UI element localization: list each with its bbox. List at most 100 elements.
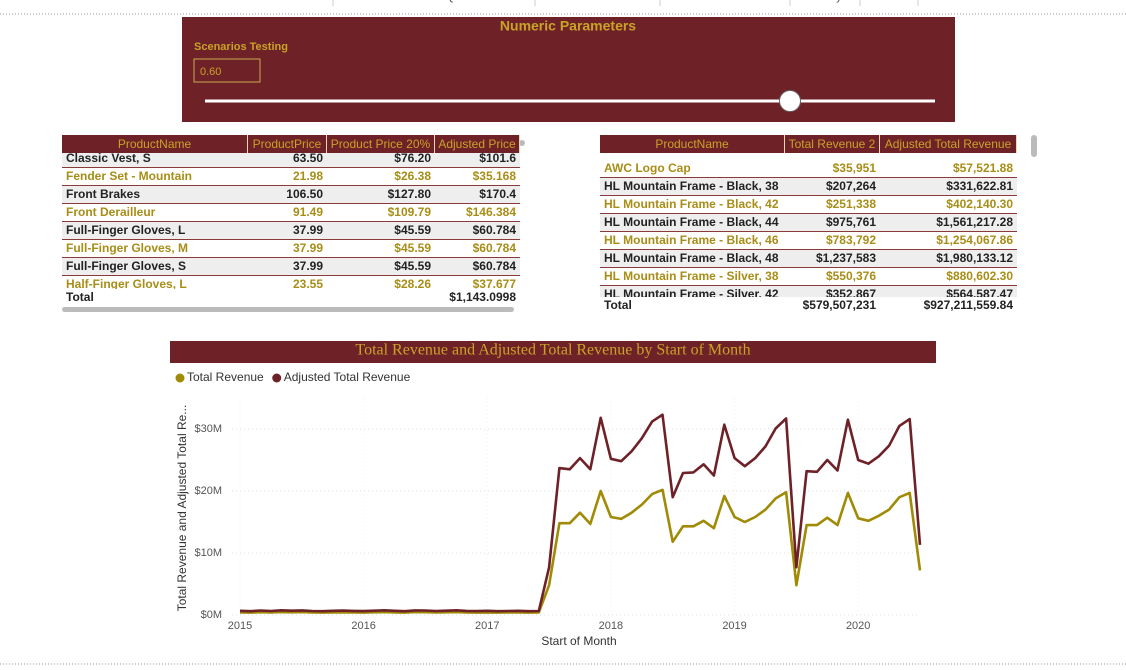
- table-cell: HL Mountain Frame - Black, 46: [604, 233, 779, 247]
- table-cell: $1,237,583: [815, 251, 876, 265]
- column-header: Product Price 20%: [327, 135, 435, 153]
- table-row: HL Mountain Frame - Black, 48 $1,237,583 $…: [600, 250, 1017, 268]
- table-cell: $45.59: [394, 259, 431, 273]
- slicer-label: Scenarios Testing: [194, 41, 288, 53]
- table-cell: HL Mountain Frame - Silver, 42: [604, 287, 779, 297]
- table-cell: AWC Logo Cap: [604, 161, 691, 175]
- table-row: HL Mountain Frame - Silver, 38 $550,376 $8…: [600, 268, 1017, 286]
- table-cell: Classic Vest, S: [66, 153, 151, 165]
- table-cell: $57,521.88: [952, 161, 1013, 175]
- slicer-input[interactable]: [193, 58, 261, 83]
- table-body: AWC Logo Cap $35,951 $57,521.88 HL Mountain…: [600, 153, 1017, 297]
- table-cell: Full-Finger Gloves, M: [66, 241, 189, 255]
- column-header: ProductName: [600, 135, 785, 153]
- v-scrollbar[interactable]: [1031, 135, 1037, 157]
- table-header: ProductName Total Revenue 2 Adjusted Total…: [600, 135, 1017, 153]
- table-cell: $109.79: [387, 205, 431, 219]
- legend-label: Adjusted Total Revenue: [284, 370, 411, 384]
- table-cell: $352,867: [825, 287, 876, 297]
- h-scrollbar[interactable]: [62, 307, 514, 312]
- table-cell: $783,792: [825, 233, 876, 247]
- table-cell: $127.80: [387, 187, 431, 201]
- legend-label: Total Revenue: [187, 370, 264, 384]
- rows: AWC Logo Cap $35,951 $57,521.88 HL Mountain…: [600, 160, 1017, 297]
- y-tick-label: $30M: [194, 423, 222, 435]
- chart-title: Total Revenue and Adjusted Total Revenue…: [355, 342, 750, 359]
- column-header: ProductName: [62, 135, 248, 153]
- slider-knob[interactable]: [779, 90, 801, 112]
- table-cell: $251,338: [825, 197, 876, 211]
- x-tick-label: 2015: [228, 620, 252, 632]
- column-header: ProductPrice: [248, 135, 327, 153]
- table-cell: $975,761: [825, 215, 876, 229]
- table-row: HL Mountain Frame - Black, 46 $783,792 $1,…: [600, 232, 1017, 250]
- total-label: Total: [604, 298, 632, 312]
- table-cell: 63.50: [292, 153, 323, 165]
- ribbon: Data Queries Insert Calculations Sensiti…: [202, 0, 904, 3]
- table-cell: Fender Set - Mountain: [66, 169, 192, 183]
- column-header: Adjusted Total Revenue: [880, 135, 1017, 153]
- table-row: HL Mountain Frame - Black, 38 $207,264 $33…: [600, 178, 1017, 196]
- table-cell: $331,622.81: [946, 179, 1013, 193]
- y-axis-title: Total Revenue and Adjusted Total Re...: [175, 405, 189, 612]
- table-cell: $76.20: [394, 153, 431, 165]
- table-cell: Full-Finger Gloves, S: [66, 259, 187, 273]
- total-value: $927,211,559.84: [923, 298, 1013, 312]
- legend-marker: [272, 373, 282, 383]
- x-tick-label: 2016: [351, 620, 375, 632]
- x-axis-title: Start of Month: [541, 634, 616, 648]
- table-total: Total $579,507,231 $927,211,559.84: [600, 297, 1017, 314]
- table-cell: 91.49: [292, 205, 323, 219]
- table-cell: Front Derailleur: [66, 205, 156, 219]
- slicer-panel: [182, 17, 955, 122]
- table-row: Half-Finger Gloves, L 23.55 $28.26 $37.677: [62, 276, 520, 289]
- slicer-value: 0.60: [200, 66, 221, 78]
- y-tick-label: $10M: [194, 547, 222, 559]
- table-cell: HL Mountain Frame - Silver, 38: [604, 269, 779, 283]
- total-value: $1,143.0998: [449, 290, 516, 304]
- table-cell: HL Mountain Frame - Black, 44: [604, 215, 779, 229]
- ribbon-tab[interactable]: Data: [202, 0, 226, 3]
- table-cell: 37.99: [292, 259, 323, 273]
- table-cell: $35,951: [832, 161, 876, 175]
- table-cell: $60.784: [472, 259, 516, 273]
- table-cell: 106.50: [286, 187, 323, 201]
- table-cell: $60.784: [472, 241, 516, 255]
- table-cell: $1,254,067.86: [936, 233, 1013, 247]
- chart-title-banner: [170, 341, 936, 363]
- ribbon-tab[interactable]: Sensitivity: [792, 0, 842, 3]
- table-product-price: ProductName ProductPrice Product Price 20%…: [62, 135, 520, 306]
- ribbon-tab[interactable]: Calculations: [699, 0, 759, 3]
- table-cell: HL Mountain Frame - Black, 38: [604, 179, 779, 193]
- ribbon-tab[interactable]: Queries: [446, 0, 485, 3]
- ribbon-tab[interactable]: Share: [875, 0, 904, 3]
- table-header: ProductName ProductPrice Product Price 20%…: [62, 135, 520, 153]
- y-tick-label: $20M: [194, 485, 222, 497]
- ribbon-tab[interactable]: Insert: [584, 0, 612, 3]
- table-cell: $1,980,133.12: [936, 251, 1013, 265]
- table-cell: HL Mountain Frame - Black, 42: [604, 197, 779, 211]
- table-total: Total $1,143.0998: [62, 289, 520, 306]
- scroll-indicator: [519, 140, 525, 146]
- ribbon-separators: [332, 0, 919, 6]
- table-cell: Full-Finger Gloves, L: [66, 223, 186, 237]
- table-cell: $564,587.47: [946, 287, 1013, 297]
- table-revenue: ProductName Total Revenue 2 Adjusted Total…: [600, 135, 1017, 314]
- table-row: HL Mountain Frame - Silver, 42 $352,867 $5…: [600, 286, 1017, 297]
- table-cell: 37.99: [292, 241, 323, 255]
- table-cell: $880,602.30: [946, 269, 1013, 283]
- table-cell: HL Mountain Frame - Black, 48: [604, 251, 779, 265]
- table-row: HL Mountain Frame - Black, 42 $251,338 $40…: [600, 196, 1017, 214]
- table-cell: $1,561,217.28: [936, 215, 1013, 229]
- table-cell: $550,376: [825, 269, 876, 283]
- slicer-title: Numeric Parameters: [500, 18, 636, 34]
- x-tick-label: 2020: [846, 620, 870, 632]
- table-cell: $146.384: [465, 205, 516, 219]
- table-row: Full-Finger Gloves, S 37.99 $45.59 $60.784: [62, 258, 520, 276]
- table-cell: $26.38: [394, 169, 431, 183]
- table-cell: $37.677: [472, 277, 516, 289]
- table-row: AWC Logo Cap $35,951 $57,521.88: [600, 160, 1017, 178]
- table-cell: $35.168: [472, 169, 516, 183]
